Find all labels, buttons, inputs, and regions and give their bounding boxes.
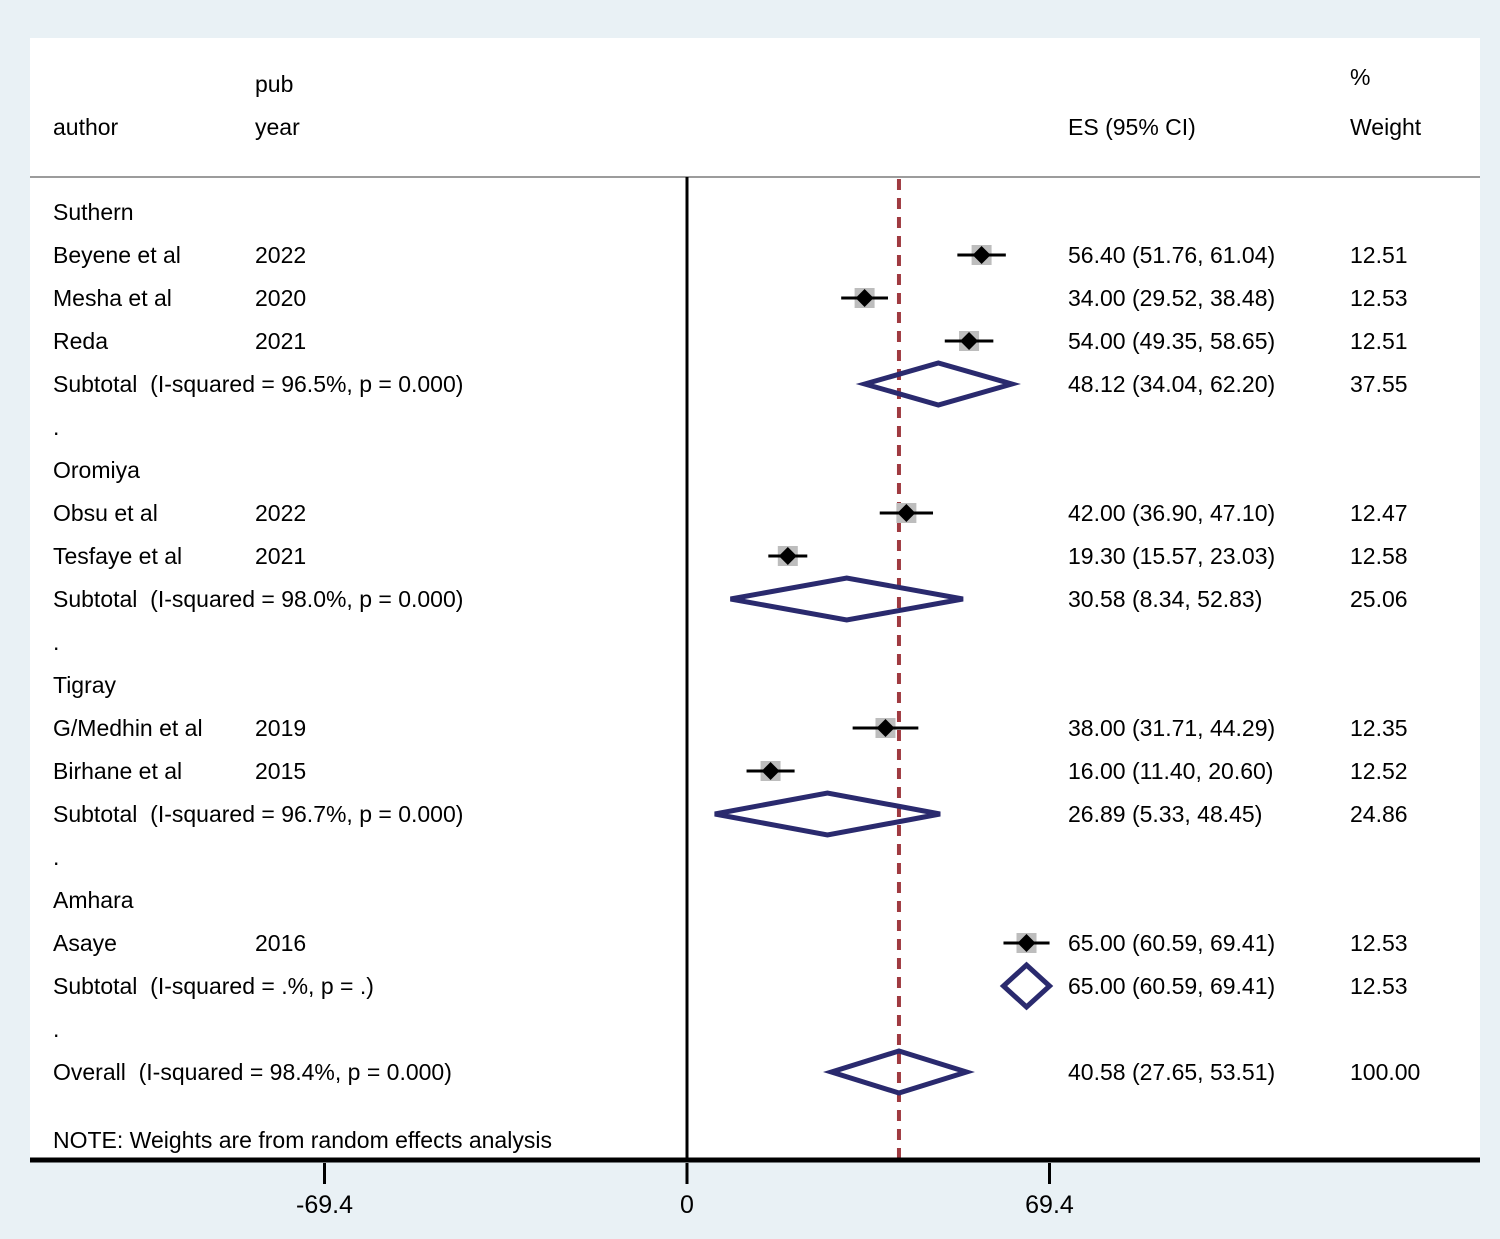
subtotal-diamond-es-label: 48.12 (34.04, 62.20) — [1068, 371, 1276, 397]
subtotal-label: Subtotal (I-squared = 98.0%, p = 0.000) — [53, 586, 464, 612]
study-es-label: 34.00 (29.52, 38.48) — [1068, 285, 1276, 311]
note-text: NOTE: Weights are from random effects an… — [53, 1127, 552, 1153]
dot-row: . — [53, 414, 60, 440]
study-weight: 12.58 — [1350, 543, 1408, 569]
study-author: G/Medhin et al — [53, 715, 203, 741]
study-author: Reda — [53, 328, 108, 354]
study-author: Tesfaye et al — [53, 543, 183, 569]
study-year: 2015 — [255, 758, 307, 784]
subtotal-label: Subtotal (I-squared = 96.7%, p = 0.000) — [53, 801, 464, 827]
subtotal-diamond-weight: 24.86 — [1350, 801, 1408, 827]
subtotal-diamond-weight: 12.53 — [1350, 973, 1408, 999]
dot-row: . — [53, 844, 60, 870]
study-author: Mesha et al — [53, 285, 172, 311]
study-year: 2016 — [255, 930, 307, 956]
dot-row: . — [53, 629, 60, 655]
group-label: Amhara — [53, 887, 134, 913]
header-year: year — [255, 114, 300, 140]
study-es-label: 19.30 (15.57, 23.03) — [1068, 543, 1276, 569]
subtotal-diamond-es-label: 65.00 (60.59, 69.41) — [1068, 973, 1276, 999]
x-tick-label-0: -69.4 — [296, 1191, 353, 1219]
study-year: 2020 — [255, 285, 307, 311]
study-year: 2021 — [255, 328, 307, 354]
subtotal-diamond-weight: 25.06 — [1350, 586, 1408, 612]
header-author: author — [53, 114, 119, 140]
overall-diamond-es-label: 40.58 (27.65, 53.51) — [1068, 1059, 1276, 1085]
study-weight: 12.47 — [1350, 500, 1408, 526]
study-es-label: 54.00 (49.35, 58.65) — [1068, 328, 1276, 354]
study-es-label: 16.00 (11.40, 20.60) — [1068, 758, 1274, 784]
header-percent: % — [1350, 64, 1371, 90]
study-year: 2019 — [255, 715, 307, 741]
subtotal-label: Subtotal (I-squared = .%, p = .) — [53, 973, 374, 999]
study-weight: 12.52 — [1350, 758, 1408, 784]
study-weight: 12.53 — [1350, 930, 1408, 956]
study-author: Obsu et al — [53, 500, 158, 526]
study-year: 2021 — [255, 543, 307, 569]
header-pub: pub — [255, 71, 294, 97]
study-es-label: 42.00 (36.90, 47.10) — [1068, 500, 1276, 526]
subtotal-diamond-weight: 37.55 — [1350, 371, 1408, 397]
study-author: Birhane et al — [53, 758, 183, 784]
dot-row: . — [53, 1016, 60, 1042]
header-es: ES (95% CI) — [1068, 114, 1196, 140]
overall-label: Overall (I-squared = 98.4%, p = 0.000) — [53, 1059, 452, 1085]
study-es-label: 65.00 (60.59, 69.41) — [1068, 930, 1276, 956]
study-weight: 12.35 — [1350, 715, 1408, 741]
study-es-label: 56.40 (51.76, 61.04) — [1068, 242, 1276, 268]
group-label: Oromiya — [53, 457, 140, 483]
subtotal-diamond-es-label: 30.58 (8.34, 52.83) — [1068, 586, 1263, 612]
subtotal-diamond-es-label: 26.89 (5.33, 48.45) — [1068, 801, 1263, 827]
group-label: Suthern — [53, 199, 134, 225]
study-year: 2022 — [255, 242, 307, 268]
study-weight: 12.53 — [1350, 285, 1408, 311]
study-author: Asaye — [53, 930, 117, 956]
subtotal-label: Subtotal (I-squared = 96.5%, p = 0.000) — [53, 371, 464, 397]
overall-diamond-weight: 100.00 — [1350, 1059, 1421, 1085]
x-tick-label-1: 0 — [680, 1191, 694, 1219]
study-year: 2022 — [255, 500, 307, 526]
group-label: Tigray — [53, 672, 117, 698]
header-divider — [30, 176, 1480, 178]
study-weight: 12.51 — [1350, 242, 1408, 268]
study-es-label: 38.00 (31.71, 44.29) — [1068, 715, 1276, 741]
study-weight: 12.51 — [1350, 328, 1408, 354]
x-tick-label-2: 69.4 — [1025, 1191, 1074, 1219]
header-weight: Weight — [1350, 114, 1422, 140]
study-author: Beyene et al — [53, 242, 181, 268]
